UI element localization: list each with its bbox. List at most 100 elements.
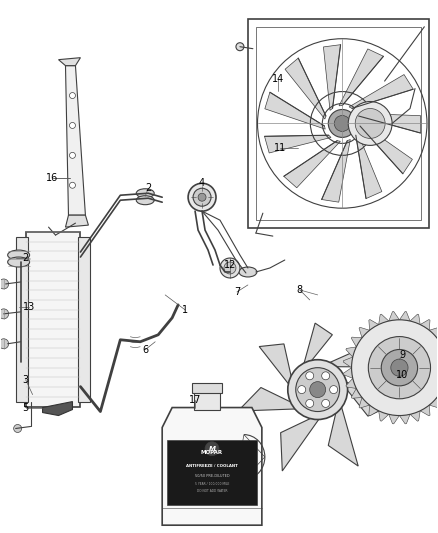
Circle shape bbox=[0, 339, 9, 349]
Ellipse shape bbox=[136, 189, 154, 198]
Circle shape bbox=[288, 360, 348, 419]
Polygon shape bbox=[321, 140, 350, 202]
Polygon shape bbox=[343, 357, 353, 368]
Circle shape bbox=[306, 399, 314, 407]
Circle shape bbox=[0, 309, 9, 319]
Bar bbox=[256, 27, 421, 220]
Polygon shape bbox=[437, 337, 438, 347]
Ellipse shape bbox=[8, 257, 30, 267]
Circle shape bbox=[70, 123, 75, 128]
Ellipse shape bbox=[136, 196, 154, 205]
Polygon shape bbox=[346, 347, 357, 357]
Polygon shape bbox=[343, 368, 353, 378]
Polygon shape bbox=[351, 389, 362, 398]
Text: 9: 9 bbox=[399, 350, 406, 360]
Polygon shape bbox=[420, 320, 430, 330]
Polygon shape bbox=[344, 381, 394, 416]
Polygon shape bbox=[284, 141, 340, 188]
Polygon shape bbox=[265, 135, 331, 153]
Circle shape bbox=[70, 152, 75, 158]
Circle shape bbox=[70, 182, 75, 188]
Polygon shape bbox=[379, 314, 389, 325]
Circle shape bbox=[296, 368, 339, 411]
Text: 12: 12 bbox=[224, 260, 236, 270]
Polygon shape bbox=[59, 58, 81, 66]
Text: DO NOT ADD WATER: DO NOT ADD WATER bbox=[197, 489, 227, 493]
Circle shape bbox=[205, 442, 219, 456]
Circle shape bbox=[321, 399, 330, 407]
Polygon shape bbox=[66, 66, 85, 215]
Polygon shape bbox=[429, 398, 438, 408]
Polygon shape bbox=[66, 215, 88, 227]
Circle shape bbox=[391, 359, 408, 376]
Bar bbox=[167, 440, 257, 505]
Text: 1: 1 bbox=[182, 305, 188, 315]
Bar bbox=[248, 19, 429, 228]
Text: 5 YEAR / 100,000 MILE: 5 YEAR / 100,000 MILE bbox=[195, 482, 229, 486]
Text: 6: 6 bbox=[142, 345, 148, 355]
Text: 8: 8 bbox=[297, 285, 303, 295]
Circle shape bbox=[188, 183, 216, 211]
Polygon shape bbox=[420, 405, 430, 416]
Text: 10: 10 bbox=[396, 370, 409, 379]
Polygon shape bbox=[379, 411, 389, 421]
Polygon shape bbox=[389, 311, 399, 321]
Polygon shape bbox=[356, 133, 382, 199]
Circle shape bbox=[321, 372, 330, 380]
Polygon shape bbox=[357, 113, 420, 133]
Polygon shape bbox=[399, 414, 410, 424]
Polygon shape bbox=[265, 92, 325, 129]
Text: 5: 5 bbox=[22, 402, 29, 413]
Text: 13: 13 bbox=[22, 302, 35, 312]
Polygon shape bbox=[323, 45, 341, 110]
Circle shape bbox=[330, 385, 338, 393]
Polygon shape bbox=[346, 378, 357, 389]
Circle shape bbox=[355, 109, 385, 139]
Bar bbox=[192, 383, 222, 393]
Bar bbox=[194, 390, 220, 409]
Polygon shape bbox=[360, 123, 413, 174]
Text: 7: 7 bbox=[234, 287, 240, 297]
Text: 16: 16 bbox=[46, 173, 59, 183]
Polygon shape bbox=[281, 417, 320, 471]
Bar bbox=[25, 232, 81, 407]
Circle shape bbox=[70, 93, 75, 99]
Circle shape bbox=[368, 336, 431, 399]
Polygon shape bbox=[162, 408, 262, 525]
Circle shape bbox=[224, 262, 236, 274]
Polygon shape bbox=[410, 314, 420, 325]
Circle shape bbox=[306, 372, 314, 380]
Polygon shape bbox=[42, 401, 72, 416]
Polygon shape bbox=[351, 337, 362, 347]
Circle shape bbox=[0, 279, 9, 289]
Circle shape bbox=[193, 188, 211, 206]
Polygon shape bbox=[238, 387, 297, 411]
Polygon shape bbox=[328, 345, 370, 367]
Text: 4: 4 bbox=[199, 178, 205, 188]
Circle shape bbox=[352, 320, 438, 416]
Polygon shape bbox=[410, 411, 420, 421]
Circle shape bbox=[198, 193, 206, 201]
Circle shape bbox=[334, 116, 350, 132]
Circle shape bbox=[236, 43, 244, 51]
Text: M: M bbox=[208, 446, 215, 452]
Polygon shape bbox=[389, 414, 399, 424]
Polygon shape bbox=[359, 327, 370, 338]
Text: ANTIFREEZE / COOLANT: ANTIFREEZE / COOLANT bbox=[186, 464, 238, 469]
Circle shape bbox=[220, 258, 240, 278]
Circle shape bbox=[310, 382, 326, 398]
Text: 17: 17 bbox=[189, 394, 201, 405]
Polygon shape bbox=[285, 58, 326, 119]
Polygon shape bbox=[328, 405, 358, 466]
Text: 11: 11 bbox=[274, 143, 286, 154]
Bar bbox=[78, 237, 90, 401]
Polygon shape bbox=[399, 311, 410, 321]
Text: 14: 14 bbox=[272, 74, 284, 84]
Circle shape bbox=[298, 385, 306, 393]
Text: 2: 2 bbox=[22, 253, 29, 263]
Polygon shape bbox=[369, 405, 379, 416]
Polygon shape bbox=[437, 389, 438, 398]
Polygon shape bbox=[429, 327, 438, 338]
Circle shape bbox=[348, 101, 392, 146]
Polygon shape bbox=[304, 323, 332, 366]
